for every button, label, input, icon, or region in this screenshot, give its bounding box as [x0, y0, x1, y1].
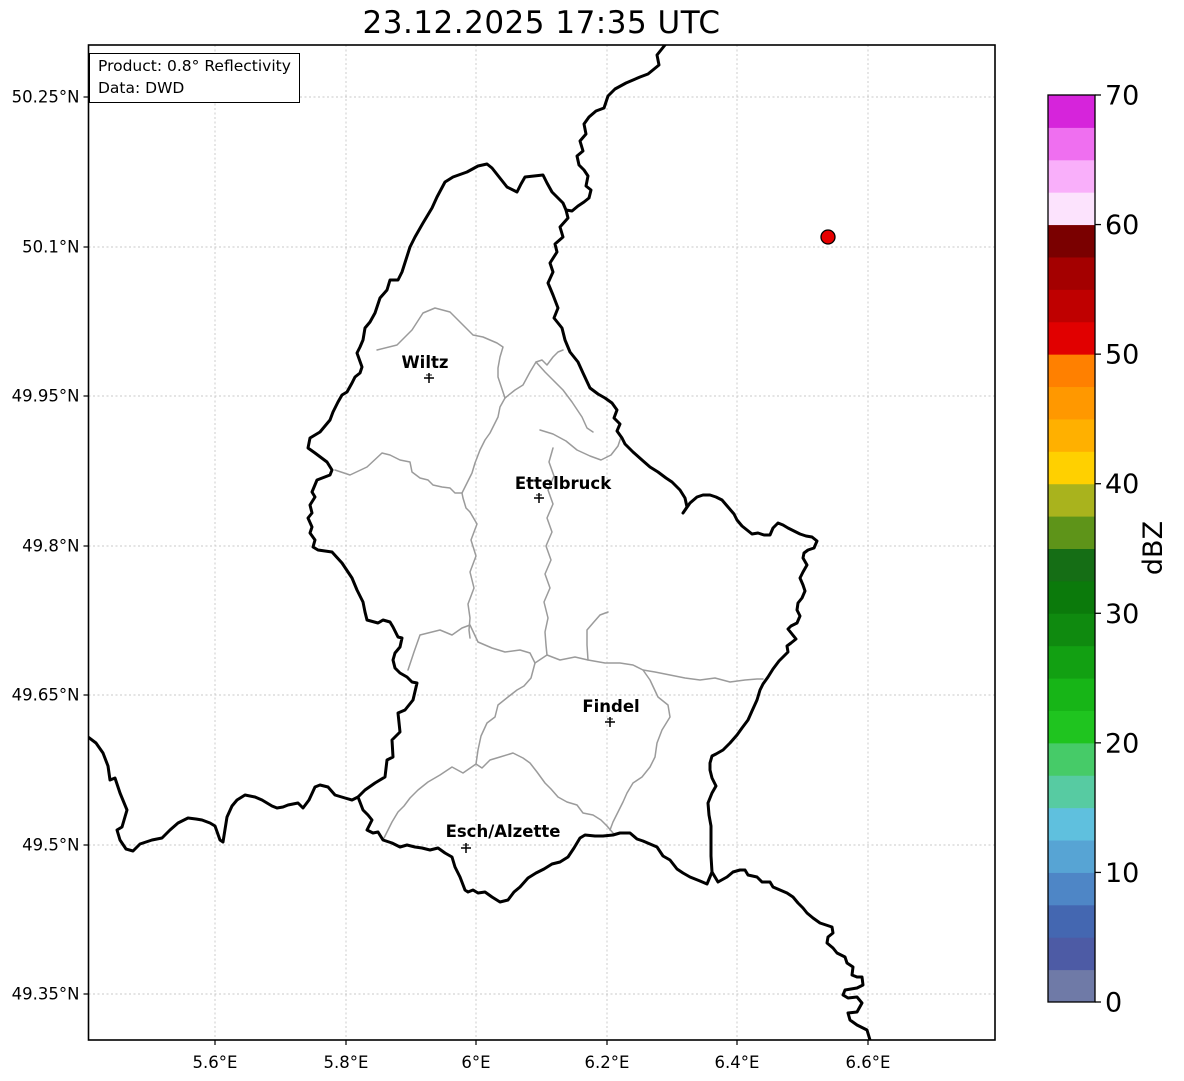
- canton-border: [407, 624, 764, 683]
- y-tick-label: 49.35°N: [12, 985, 80, 1004]
- colorbar: 0 10 20 30 40 50 60 70 dBZ: [1047, 81, 1169, 1019]
- colorbar-tick-label: 30: [1105, 599, 1139, 630]
- colorbar-segment: [1048, 678, 1095, 711]
- colorbar-segment: [1048, 807, 1095, 841]
- canton-border: [586, 611, 609, 661]
- y-tick-label: 49.8°N: [22, 537, 79, 556]
- canton-border: [609, 669, 671, 831]
- national-border-line: [88, 735, 360, 853]
- colorbar-tick-label: 60: [1105, 210, 1139, 241]
- y-tick-label: 50.1°N: [22, 238, 79, 257]
- border-layer: [88, 45, 872, 1040]
- colorbar-segment: [1048, 872, 1095, 906]
- colorbar-segment: [1048, 645, 1095, 679]
- city-marker-cross: [534, 493, 544, 503]
- colorbar-tick-label: 70: [1105, 81, 1139, 112]
- colorbar-tick-label: 50: [1105, 340, 1139, 371]
- city-label: Esch/Alzette: [446, 822, 561, 841]
- x-tick-label: 6°E: [461, 1053, 490, 1072]
- canton-border: [535, 361, 594, 433]
- colorbar-segment: [1048, 580, 1095, 614]
- canton-border: [504, 349, 564, 399]
- national-border-line: [564, 45, 667, 213]
- city-marker-cross: [605, 717, 615, 727]
- colorbar-segment: [1048, 904, 1095, 938]
- colorbar-segment: [1048, 969, 1095, 1003]
- colorbar-segment: [1048, 775, 1095, 809]
- colorbar-segment: [1048, 516, 1095, 549]
- city-label: Ettelbruck: [515, 474, 612, 493]
- colorbar-segment: [1048, 710, 1095, 744]
- colorbar-segment: [1048, 613, 1095, 647]
- colorbar-segment: [1048, 321, 1095, 355]
- colorbar-segment: [1048, 451, 1095, 485]
- city-label: Wiltz: [401, 353, 448, 372]
- colorbar-tick-label: 10: [1105, 858, 1139, 889]
- national-border-line: [710, 868, 872, 1040]
- city-label: Findel: [582, 697, 639, 716]
- colorbar-segment: [1048, 127, 1095, 161]
- canton-layer: [334, 307, 764, 841]
- canton-border: [467, 511, 478, 639]
- colorbar-segment: [1048, 937, 1095, 971]
- plot-frame: [87, 44, 996, 1041]
- country-border-luxembourg: [306, 162, 819, 904]
- colorbar-segment: [1048, 386, 1095, 420]
- canton-border: [334, 452, 463, 494]
- y-tick-label: 49.65°N: [12, 686, 80, 705]
- canton-border: [376, 307, 506, 399]
- x-tick-label: 6.4°E: [715, 1053, 760, 1072]
- colorbar-segment: [1048, 742, 1095, 776]
- x-tick-label: 5.8°E: [324, 1053, 369, 1072]
- canton-border: [382, 763, 477, 841]
- city-marker-cross: [461, 843, 471, 853]
- info-product-line: Product: 0.8° Reflectivity: [98, 57, 291, 75]
- colorbar-frame: [1047, 94, 1096, 1003]
- grid-layer: [88, 45, 995, 1040]
- x-tick-label: 6.6°E: [846, 1053, 891, 1072]
- colorbar-segment: [1048, 354, 1095, 388]
- city-layer: Wiltz Ettelbruck Findel Esch/Alzette: [401, 353, 640, 853]
- colorbar-segment: [1048, 840, 1095, 873]
- colorbar-tick-label: 20: [1105, 728, 1139, 759]
- colorbar-segment: [1048, 224, 1095, 258]
- x-tick-label: 5.6°E: [193, 1053, 238, 1072]
- colorbar-segment: [1048, 418, 1095, 452]
- city-marker-cross: [424, 373, 434, 383]
- info-box: Product: 0.8° Reflectivity Data: DWD: [89, 53, 300, 103]
- map-title: 23.12.2025 17:35 UTC: [362, 5, 721, 41]
- colorbar-unit-label: dBZ: [1138, 521, 1169, 575]
- colorbar-segment: [1048, 256, 1095, 290]
- radar-echo-marker: [820, 229, 836, 245]
- axis-layer: 5.6°E 5.8°E 6°E 6.2°E 6.4°E 6.6°E 50.25°N 50.1°…: [12, 88, 891, 1073]
- colorbar-segment: [1048, 192, 1095, 226]
- colorbar-segment: [1048, 548, 1095, 582]
- colorbar-segment: [1048, 159, 1095, 193]
- colorbar-segment: [1048, 483, 1095, 517]
- colorbar-tick-label: 0: [1105, 988, 1122, 1019]
- colorbar-segment: [1048, 95, 1095, 128]
- canton-border: [543, 447, 555, 656]
- canton-border: [539, 429, 622, 461]
- plot-background: [88, 45, 995, 1040]
- canton-border: [461, 397, 506, 513]
- y-tick-label: 49.5°N: [22, 836, 79, 855]
- canton-border: [475, 662, 614, 834]
- colorbar-tick-label: 40: [1105, 469, 1139, 500]
- info-data-line: Data: DWD: [98, 79, 185, 97]
- x-tick-label: 6.2°E: [585, 1053, 630, 1072]
- colorbar-segment: [1048, 289, 1095, 323]
- y-tick-label: 49.95°N: [12, 387, 80, 406]
- y-tick-label: 50.25°N: [12, 88, 80, 107]
